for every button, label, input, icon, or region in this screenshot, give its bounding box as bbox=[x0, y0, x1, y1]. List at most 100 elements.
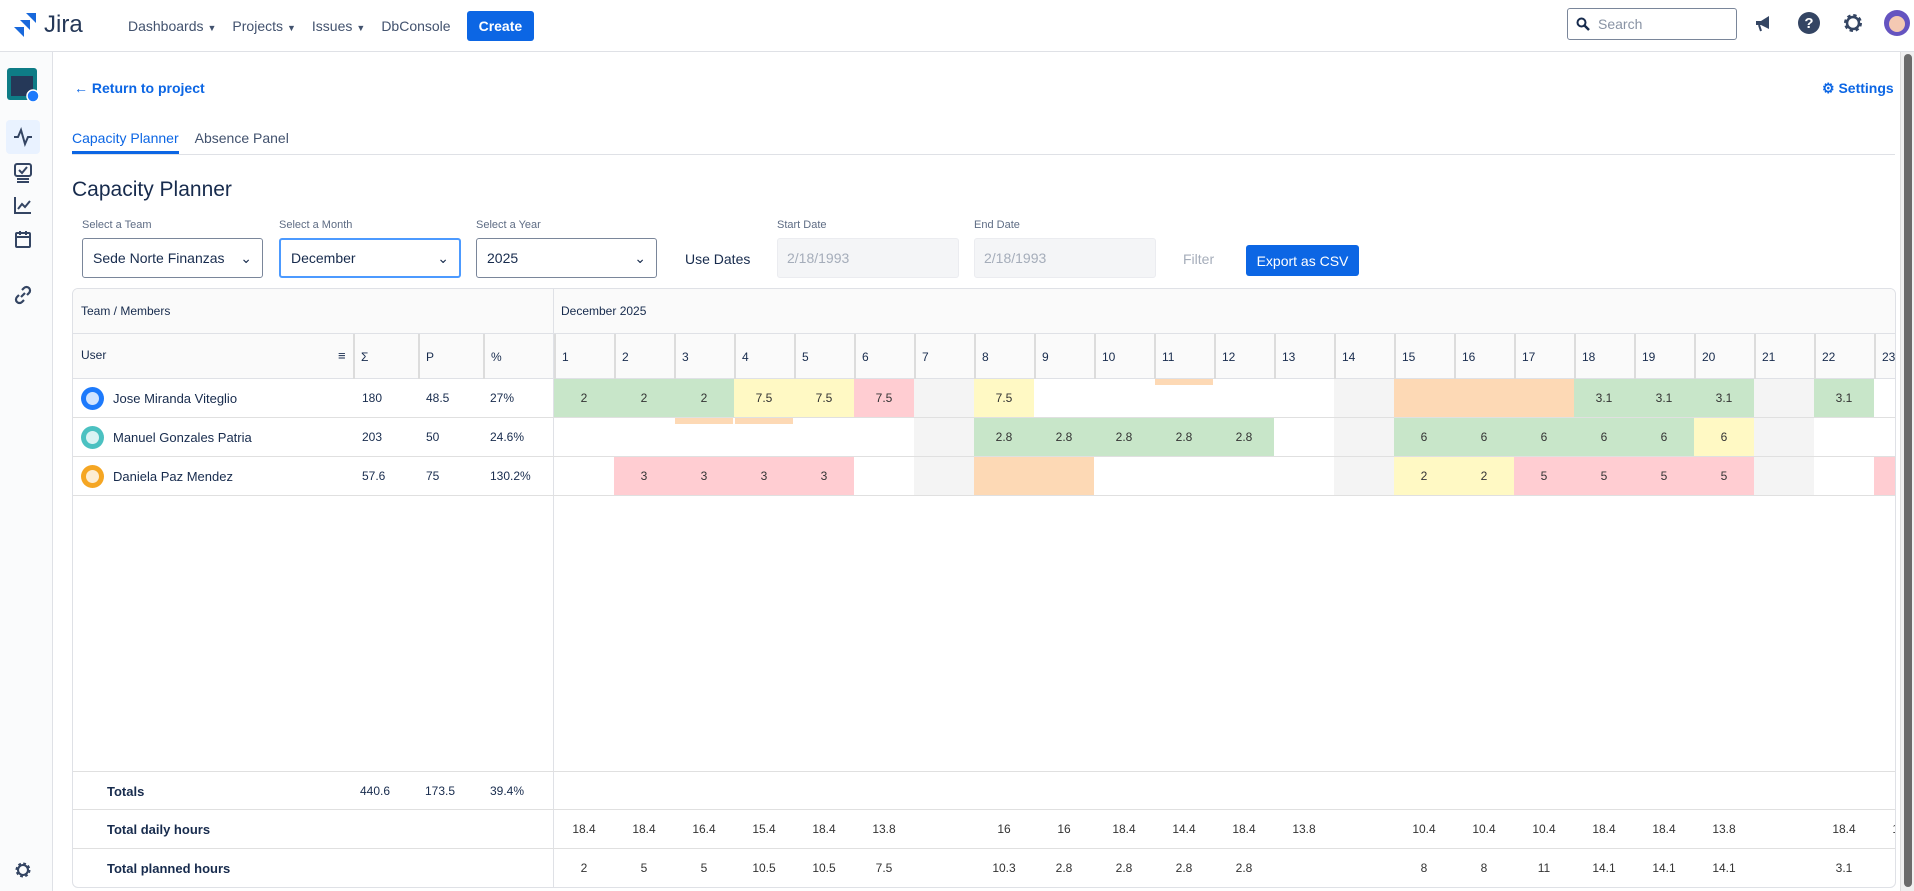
day-cell[interactable]: 3.1 bbox=[1574, 379, 1634, 417]
day-cell[interactable]: 3 bbox=[794, 457, 854, 495]
day-cell[interactable]: 2 bbox=[1454, 457, 1514, 495]
day-cell[interactable]: 6 bbox=[1394, 418, 1454, 456]
nav-dashboards[interactable]: Dashboards ▼ bbox=[128, 18, 216, 34]
day-cell[interactable] bbox=[1274, 379, 1334, 417]
day-cell[interactable] bbox=[1334, 379, 1394, 417]
user-avatar[interactable] bbox=[1884, 10, 1910, 36]
megaphone-icon[interactable] bbox=[1752, 10, 1778, 36]
jira-logo[interactable]: Jira bbox=[14, 11, 83, 39]
tab-capacity-planner[interactable]: Capacity Planner bbox=[72, 124, 179, 154]
day-cell[interactable] bbox=[1874, 457, 1895, 495]
day-cell[interactable] bbox=[1514, 379, 1574, 417]
day-cell[interactable] bbox=[1094, 379, 1154, 417]
calendar-icon[interactable] bbox=[6, 222, 40, 256]
sum-column-header[interactable]: Σ bbox=[353, 334, 418, 379]
day-cell[interactable] bbox=[1214, 379, 1274, 417]
day-cell[interactable]: 2 bbox=[1394, 457, 1454, 495]
settings-link[interactable]: ⚙ Settings bbox=[1822, 80, 1894, 97]
day-cell[interactable] bbox=[1874, 418, 1895, 456]
checklist-icon[interactable] bbox=[6, 156, 40, 190]
day-cell[interactable]: 2.8 bbox=[1214, 418, 1274, 456]
day-cell[interactable]: 2.8 bbox=[1154, 418, 1214, 456]
day-cell[interactable] bbox=[854, 457, 914, 495]
member-name[interactable]: Daniela Paz Mendez bbox=[113, 469, 233, 484]
percent-column-header[interactable]: % bbox=[483, 334, 553, 379]
day-cell[interactable]: 3.1 bbox=[1814, 379, 1874, 417]
day-cell[interactable] bbox=[1814, 457, 1874, 495]
day-cell[interactable]: 2.8 bbox=[1094, 418, 1154, 456]
start-date-input[interactable]: 2/18/1993 bbox=[777, 238, 959, 278]
day-cell[interactable] bbox=[794, 418, 854, 456]
day-cell[interactable]: 2.8 bbox=[1034, 418, 1094, 456]
nav-projects[interactable]: Projects ▼ bbox=[232, 18, 296, 34]
user-column-header[interactable]: User bbox=[81, 348, 107, 362]
day-cell[interactable] bbox=[1034, 457, 1094, 495]
day-cell[interactable]: 6 bbox=[1514, 418, 1574, 456]
day-cell[interactable]: 2 bbox=[554, 379, 614, 417]
year-select[interactable]: 2025 ⌄ bbox=[476, 238, 657, 278]
day-cell[interactable] bbox=[614, 418, 674, 456]
day-cell[interactable]: 3.1 bbox=[1634, 379, 1694, 417]
scrollbar[interactable] bbox=[1900, 52, 1914, 891]
day-cell[interactable]: 7.5 bbox=[854, 379, 914, 417]
day-cell[interactable] bbox=[554, 418, 614, 456]
filter-icon[interactable]: ≡ bbox=[338, 348, 346, 363]
member-name[interactable]: Jose Miranda Viteglio bbox=[113, 391, 238, 406]
day-cell[interactable] bbox=[974, 457, 1034, 495]
day-cell[interactable] bbox=[914, 418, 974, 456]
day-cell[interactable] bbox=[554, 457, 614, 495]
nav-dbconsole[interactable]: DbConsole bbox=[381, 18, 451, 34]
day-cell[interactable]: 7.5 bbox=[734, 379, 794, 417]
day-cell[interactable]: 6 bbox=[1694, 418, 1754, 456]
day-cell[interactable] bbox=[1394, 379, 1454, 417]
day-cell[interactable] bbox=[1754, 379, 1814, 417]
day-cell[interactable] bbox=[1334, 418, 1394, 456]
day-cell[interactable] bbox=[1274, 418, 1334, 456]
help-icon[interactable]: ? bbox=[1796, 10, 1822, 36]
day-cell[interactable]: 6 bbox=[1454, 418, 1514, 456]
day-cell[interactable] bbox=[1454, 379, 1514, 417]
day-cell[interactable]: 3 bbox=[734, 457, 794, 495]
day-cell[interactable] bbox=[914, 379, 974, 417]
day-cell[interactable]: 5 bbox=[1634, 457, 1694, 495]
nav-issues[interactable]: Issues ▼ bbox=[312, 18, 365, 34]
day-cell[interactable] bbox=[1814, 418, 1874, 456]
day-cell[interactable] bbox=[1214, 457, 1274, 495]
day-cell[interactable] bbox=[914, 457, 974, 495]
day-cell[interactable]: 2 bbox=[674, 379, 734, 417]
day-cell[interactable] bbox=[1274, 457, 1334, 495]
month-select[interactable]: December ⌄ bbox=[279, 238, 461, 278]
day-cell[interactable] bbox=[1034, 379, 1094, 417]
day-cell[interactable]: 7.5 bbox=[794, 379, 854, 417]
day-cell[interactable]: 7.5 bbox=[974, 379, 1034, 417]
day-cell[interactable]: 2.8 bbox=[974, 418, 1034, 456]
day-cell[interactable] bbox=[1754, 457, 1814, 495]
app-icon[interactable] bbox=[6, 68, 40, 102]
day-cell[interactable]: 6 bbox=[1574, 418, 1634, 456]
export-csv-button[interactable]: Export as CSV bbox=[1246, 245, 1359, 276]
day-cell[interactable] bbox=[1754, 418, 1814, 456]
link-icon[interactable] bbox=[6, 278, 40, 312]
filter-button[interactable]: Filter bbox=[1183, 251, 1215, 267]
activity-icon[interactable] bbox=[6, 120, 40, 154]
day-cell[interactable]: 3 bbox=[614, 457, 674, 495]
day-cell[interactable]: 3.1 bbox=[1694, 379, 1754, 417]
use-dates-toggle[interactable]: Use Dates bbox=[685, 251, 751, 267]
day-cell[interactable]: 2 bbox=[614, 379, 674, 417]
chart-icon[interactable] bbox=[6, 188, 40, 222]
day-cell[interactable]: 3 bbox=[674, 457, 734, 495]
end-date-input[interactable]: 2/18/1993 bbox=[974, 238, 1156, 278]
day-cell[interactable] bbox=[1094, 457, 1154, 495]
settings-gear-icon[interactable] bbox=[1840, 10, 1866, 36]
day-cell[interactable]: 6 bbox=[1634, 418, 1694, 456]
day-cell[interactable] bbox=[1334, 457, 1394, 495]
day-cell[interactable] bbox=[1154, 457, 1214, 495]
day-cell[interactable]: 5 bbox=[1514, 457, 1574, 495]
day-cell[interactable] bbox=[854, 418, 914, 456]
team-select[interactable]: Sede Norte Finanzas ⌄ bbox=[82, 238, 263, 278]
create-button[interactable]: Create bbox=[466, 11, 535, 41]
day-cell[interactable]: 5 bbox=[1694, 457, 1754, 495]
return-to-project-link[interactable]: ← Return to project bbox=[74, 80, 205, 96]
sidebar-settings-icon[interactable] bbox=[6, 853, 40, 887]
search-input[interactable]: Search bbox=[1567, 8, 1737, 40]
